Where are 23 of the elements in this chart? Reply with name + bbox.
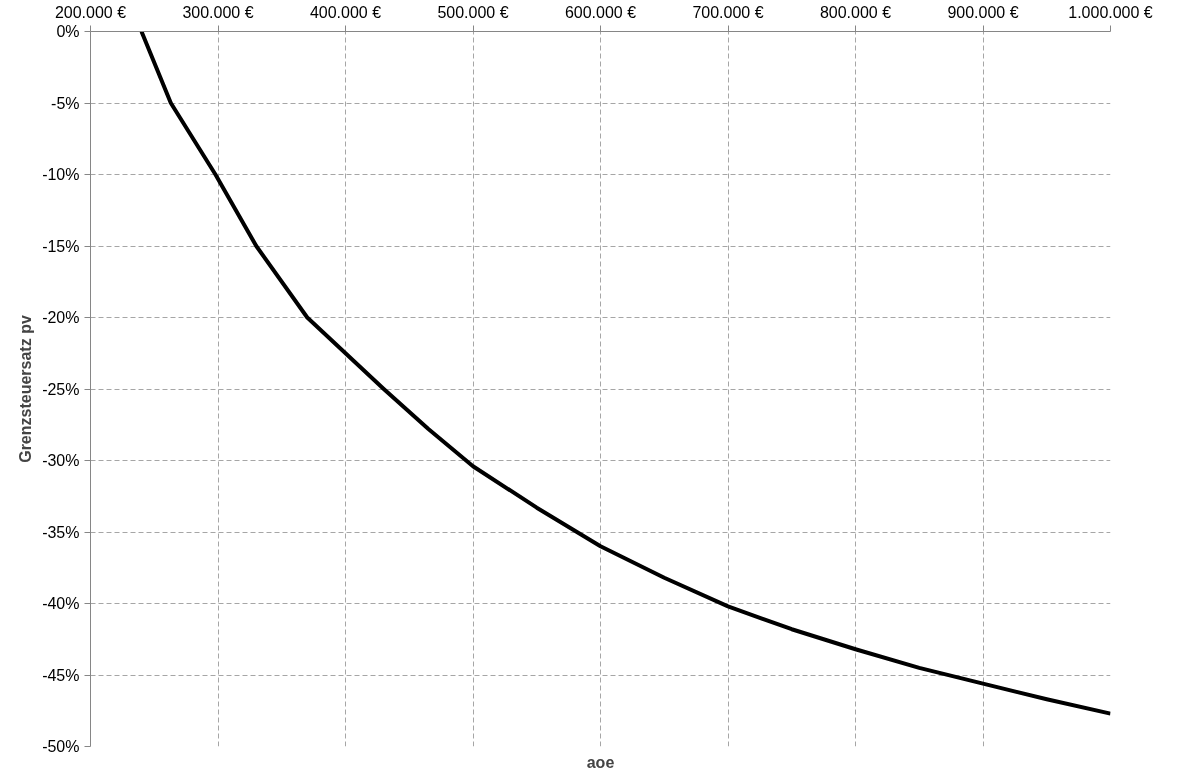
y-tick-label: -40% — [42, 595, 80, 612]
y-tick-label: -5% — [51, 94, 80, 112]
y-tick-label: -10% — [42, 166, 80, 183]
x-tick-label: 400.000 € — [309, 3, 382, 21]
y-tick-label: -20% — [42, 309, 80, 326]
y-tick-label: -45% — [42, 666, 80, 684]
x-tick-label: 800.000 € — [819, 3, 892, 21]
y-axis-title: Grenzsteuersatz pv — [17, 315, 35, 463]
x-tick-label: 600.000 € — [564, 3, 637, 21]
line-series — [139, 31, 1111, 716]
x-tick-label: 200.000 € — [54, 3, 127, 21]
y-tick-label: -15% — [42, 237, 80, 255]
x-tick-label: 900.000 € — [947, 3, 1019, 21]
x-tick-label: 300.000 € — [182, 3, 254, 21]
y-tick-label: -30% — [42, 452, 80, 469]
x-tick-label: 700.000 € — [692, 3, 764, 21]
x-tick-label: 500.000 € — [437, 3, 509, 21]
x-tick-label: 1.000.000 € — [1068, 3, 1153, 21]
y-tick-label: -50% — [42, 738, 80, 755]
y-tick-label: -25% — [42, 380, 80, 398]
y-tick-label: -35% — [42, 523, 80, 541]
y-tick-label: 0% — [56, 23, 80, 40]
x-axis-title: aoe — [586, 753, 615, 771]
